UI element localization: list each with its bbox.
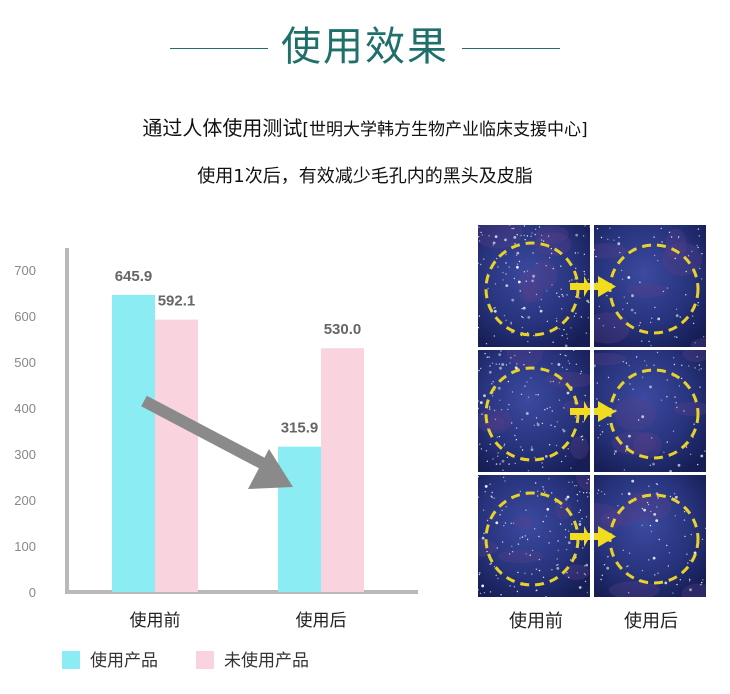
bar-value-label: 645.9 [115, 268, 153, 285]
subtitle-main: 通过人体使用测试 [142, 116, 303, 140]
legend-item-unused: 未使用产品 [196, 646, 309, 671]
legend-item-used: 使用产品 [62, 646, 158, 671]
y-tick-label: 200 [14, 493, 36, 508]
legend-label-unused: 未使用产品 [224, 651, 309, 671]
title-rule-left [170, 48, 268, 49]
x-category-label: 使用前 [130, 610, 181, 630]
y-tick-label: 400 [14, 401, 36, 416]
legend-swatch-used [62, 651, 80, 669]
photo-after-2 [594, 350, 706, 472]
skin-photo [478, 350, 590, 472]
bar-value-label: 315.9 [281, 420, 319, 437]
y-tick-label: 600 [14, 309, 36, 324]
photo-before-1 [478, 225, 590, 347]
trend-arrow-head [248, 449, 293, 489]
result-text: 使用1次后，有效减少毛孔内的黑头及皮脂 [197, 166, 533, 187]
title-block: 使用效果 [0, 22, 730, 72]
legend-label-used: 使用产品 [90, 651, 158, 671]
skin-photo-grid [478, 225, 706, 597]
bar [112, 294, 155, 592]
page-title: 使用效果 [281, 24, 449, 70]
y-tick-label: 500 [14, 355, 36, 370]
bar [155, 319, 198, 592]
photo-after-3 [594, 475, 706, 597]
subtitle-source: [世明大学韩方生物产业临床支援中心] [302, 120, 588, 140]
photo-after-1 [594, 225, 706, 347]
bar [321, 348, 364, 592]
title-rule-right [462, 48, 560, 49]
photo-label-after: 使用后 [624, 611, 678, 632]
photo-before-3 [478, 475, 590, 597]
bar-value-label: 592.1 [158, 293, 196, 310]
skin-photo [594, 475, 706, 597]
skin-photo [594, 225, 706, 347]
trend-arrow-shaft [141, 395, 280, 477]
photo-label-before: 使用前 [509, 611, 563, 632]
bar [278, 446, 321, 592]
skin-photo [478, 225, 590, 347]
test-subtitle: 通过人体使用测试[世明大学韩方生物产业临床支援中心] [0, 112, 730, 141]
y-tick-label: 700 [14, 263, 36, 278]
y-tick-label: 0 [29, 585, 36, 600]
y-tick-label: 100 [14, 539, 36, 554]
skin-photo [594, 350, 706, 472]
bar-chart: 0 100 200 300 400 500 600 700 645.9 315.9 592.1 530… [14, 248, 418, 630]
legend-swatch-unused [196, 651, 214, 669]
x-category-label: 使用后 [296, 610, 347, 630]
photo-before-2 [478, 350, 590, 472]
bar-value-label: 530.0 [324, 321, 362, 338]
y-tick-label: 300 [14, 447, 36, 462]
skin-photo [478, 475, 590, 597]
